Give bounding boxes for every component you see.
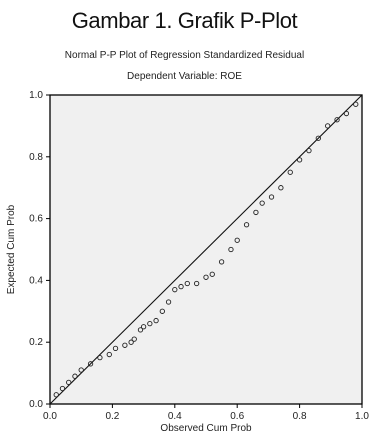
y-axis: 0.0 0.2 0.4 0.6 0.8 1.0: [29, 90, 50, 410]
data-point: [334, 117, 340, 123]
y-tick-label: 0.8: [29, 152, 43, 163]
data-point: [209, 271, 215, 277]
data-point: [296, 157, 303, 163]
data-point: [87, 361, 94, 367]
y-tick-label: 0.6: [29, 214, 43, 225]
data-point: [140, 324, 147, 330]
data-point: [53, 392, 59, 398]
data-point: [178, 283, 184, 290]
data-point: [193, 280, 200, 287]
y-tick-label: 0.4: [29, 275, 43, 286]
y-tick-label: 0.0: [29, 399, 43, 410]
data-point: [165, 299, 172, 305]
x-axis-title: Observed Cum Prob: [160, 423, 252, 434]
x-tick-label: 0.4: [168, 411, 182, 422]
y-tick-label: 0.2: [29, 337, 43, 348]
data-points: [53, 101, 359, 398]
data-point: [78, 367, 84, 373]
data-point: [218, 259, 225, 265]
data-point: [137, 327, 144, 333]
x-tick-label: 0.2: [105, 411, 119, 422]
x-tick-label: 0.0: [43, 411, 57, 422]
data-point: [97, 354, 103, 361]
data-point: [153, 317, 159, 324]
data-point: [72, 373, 78, 379]
data-point: [228, 246, 234, 253]
y-axis-title: Expected Cum Prob: [6, 204, 17, 294]
chart-subtitle: Dependent Variable: ROE: [127, 71, 242, 82]
x-tick-label: 0.8: [293, 411, 307, 422]
reference-line: [49, 94, 363, 405]
data-point: [353, 101, 359, 107]
x-tick-label: 1.0: [355, 411, 369, 422]
data-point: [343, 110, 350, 117]
plot-area: 0.0 0.2 0.4 0.6 0.8 1.0 0.0 0.2 0.4 0.6 0.8 1.0: [29, 90, 369, 422]
data-point: [306, 147, 312, 154]
data-point: [66, 379, 72, 386]
data-point: [184, 280, 190, 287]
data-point: [325, 123, 331, 129]
data-point: [128, 339, 134, 345]
data-point: [259, 200, 265, 206]
y-tick-label: 1.0: [29, 90, 43, 101]
data-point: [147, 321, 153, 327]
x-tick-label: 0.6: [230, 411, 244, 422]
chart-title: Normal P-P Plot of Regression Standardiz…: [64, 50, 305, 61]
data-point: [59, 385, 66, 392]
data-point: [172, 287, 178, 293]
data-point: [278, 185, 284, 191]
data-point: [243, 222, 250, 228]
figure-caption: Gambar 1. Grafik P-Plot: [71, 8, 298, 33]
data-point: [112, 345, 119, 352]
data-point: [253, 209, 259, 216]
data-point: [287, 169, 293, 175]
data-point: [268, 194, 275, 200]
data-point: [131, 336, 137, 342]
data-point: [234, 237, 240, 243]
data-point: [203, 274, 209, 280]
data-point: [159, 308, 165, 314]
data-point: [315, 135, 321, 141]
x-axis: 0.0 0.2 0.4 0.6 0.8 1.0: [43, 404, 369, 422]
data-point: [122, 342, 128, 348]
data-point: [106, 351, 112, 358]
